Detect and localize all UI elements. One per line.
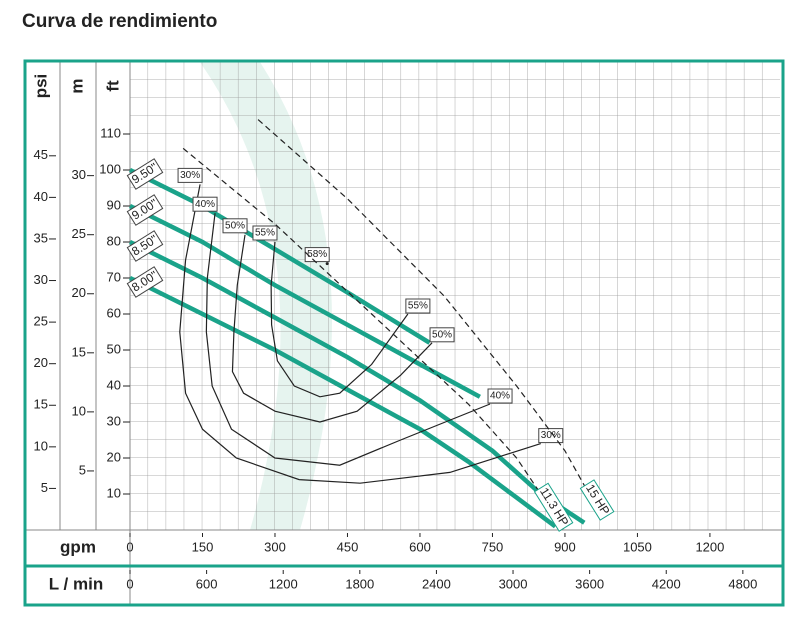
- series-line: [179, 184, 541, 484]
- label-box: [126, 230, 164, 262]
- label-box: [579, 479, 615, 521]
- series-line: [128, 239, 586, 525]
- x-tick-label: 4200: [652, 576, 681, 591]
- y-tick-label: 50: [107, 341, 121, 356]
- label-box: [304, 247, 330, 263]
- label-box: [405, 298, 431, 314]
- x-tick-label: 450: [337, 539, 359, 554]
- x-tick-label: 0: [126, 539, 133, 554]
- series-label-text: 50%: [225, 220, 245, 231]
- series-line: [182, 147, 547, 502]
- y-tick-label: 25: [34, 314, 48, 329]
- y3-axis-title: m: [67, 78, 86, 93]
- y-tick-label: 5: [79, 462, 86, 477]
- series-label-text: 55%: [255, 228, 275, 239]
- series-label: 58%: [304, 247, 330, 263]
- y-tick-label: 35: [34, 230, 48, 245]
- y-tick-label: 45: [34, 147, 48, 162]
- x-tick-label: 1800: [345, 576, 374, 591]
- series-line: [128, 275, 557, 529]
- y2-axis-title: psi: [31, 74, 50, 99]
- y-tick-label: 20: [72, 285, 86, 300]
- grid: [130, 62, 780, 530]
- series-label: 40%: [487, 388, 513, 404]
- y-tick-label: 70: [107, 269, 121, 284]
- y-tick-label: 5: [41, 480, 48, 495]
- x-tick-label: 3000: [499, 576, 528, 591]
- y-tick-label: 10: [107, 485, 121, 500]
- series-label-text: 50%: [432, 329, 452, 340]
- series-label-text: 55%: [408, 301, 428, 312]
- label-box: [126, 194, 164, 226]
- series-label-text: 30%: [541, 430, 561, 441]
- x-tick-label: 2400: [422, 576, 451, 591]
- series-point: [325, 262, 329, 266]
- series-label: 50%: [222, 218, 248, 234]
- y-tick-label: 40: [34, 189, 48, 204]
- y-tick-label: 10: [72, 403, 86, 418]
- y-tick-label: 30: [72, 167, 86, 182]
- series-line: [231, 234, 433, 423]
- series-label-text: 30%: [180, 170, 200, 181]
- series-label: 30%: [538, 428, 564, 444]
- y-tick-label: 90: [107, 197, 121, 212]
- x-tick-label: 600: [409, 539, 431, 554]
- label-box: [126, 266, 164, 298]
- series-line: [257, 119, 590, 495]
- label-box: [533, 482, 574, 532]
- y-tick-label: 60: [107, 305, 121, 320]
- series-label: 55%: [252, 225, 278, 241]
- x-tick-label: 1050: [623, 539, 652, 554]
- x-tick-label: 600: [196, 576, 218, 591]
- chart-title: Curva de rendimiento: [22, 11, 217, 32]
- series-label: 30%: [177, 167, 203, 183]
- x-tick-label: 1200: [269, 576, 298, 591]
- series-label: 50%: [429, 327, 455, 343]
- label-box: [487, 388, 513, 404]
- series-label: 55%: [405, 298, 431, 314]
- series-label: 8.00": [126, 266, 164, 298]
- series-label-text: 40%: [490, 391, 510, 402]
- x-tick-label: 150: [192, 539, 214, 554]
- series-label: 40%: [192, 196, 218, 212]
- x-tick-label: 1200: [695, 539, 724, 554]
- label-box: [538, 428, 564, 444]
- label-box: [252, 225, 278, 241]
- y-tick-label: 100: [99, 161, 121, 176]
- y-tick-label: 80: [107, 233, 121, 248]
- x-tick-label: 750: [482, 539, 504, 554]
- x-tick-label: 3600: [575, 576, 604, 591]
- y-tick-label: 30: [107, 413, 121, 428]
- label-box: [429, 327, 455, 343]
- y-axis-title: ft: [103, 80, 122, 92]
- y-tick-label: 15: [34, 397, 48, 412]
- y-tick-label: 30: [34, 272, 48, 287]
- series-line: [128, 167, 431, 345]
- y-tick-label: 40: [107, 377, 121, 392]
- y-tick-label: 15: [72, 344, 86, 359]
- x-tick-label: 300: [264, 539, 286, 554]
- series-line: [205, 213, 491, 466]
- y-tick-label: 20: [34, 355, 48, 370]
- frame: [23, 59, 785, 607]
- y-tick-label: 10: [34, 438, 48, 453]
- y-tick-label: 25: [72, 226, 86, 241]
- y-tick-label: 110: [100, 125, 121, 140]
- label-box: [177, 167, 203, 183]
- x-tick-label: 0: [126, 576, 133, 591]
- x-tick-label: 900: [554, 539, 576, 554]
- label-box: [126, 158, 164, 190]
- label-box: [192, 196, 218, 212]
- x2-axis-title: L / min: [49, 574, 103, 593]
- label-box: [222, 218, 248, 234]
- series-label-text: 40%: [195, 199, 215, 210]
- series-line: [270, 241, 409, 398]
- x-tick-label: 4800: [728, 576, 757, 591]
- x-axis-title: gpm: [60, 537, 96, 556]
- y-tick-label: 20: [107, 449, 121, 464]
- series-label-text: 58%: [307, 249, 327, 260]
